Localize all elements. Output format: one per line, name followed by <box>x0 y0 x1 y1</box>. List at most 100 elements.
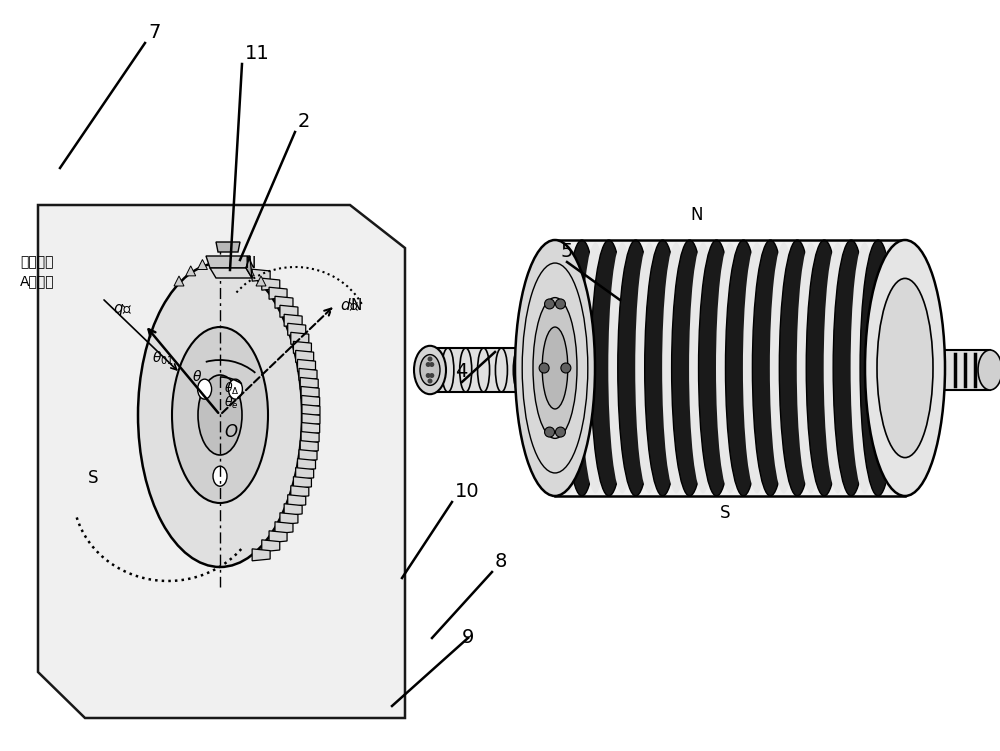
Polygon shape <box>284 314 302 326</box>
Ellipse shape <box>887 240 923 496</box>
Ellipse shape <box>198 379 212 399</box>
Circle shape <box>429 362 434 367</box>
Ellipse shape <box>779 240 815 496</box>
Polygon shape <box>280 305 298 317</box>
Ellipse shape <box>213 466 227 486</box>
Polygon shape <box>299 450 317 462</box>
Circle shape <box>429 373 434 378</box>
Polygon shape <box>252 269 270 281</box>
Text: 7: 7 <box>148 23 160 42</box>
Ellipse shape <box>672 240 708 496</box>
Polygon shape <box>302 423 320 435</box>
Text: N: N <box>350 298 361 313</box>
Text: $\theta_\Delta$: $\theta_\Delta$ <box>224 381 240 397</box>
Polygon shape <box>905 350 942 390</box>
Ellipse shape <box>865 240 945 496</box>
Ellipse shape <box>978 350 1000 390</box>
Ellipse shape <box>645 240 681 496</box>
Text: $\theta_e$: $\theta_e$ <box>224 395 239 411</box>
Polygon shape <box>280 513 298 525</box>
Ellipse shape <box>198 375 242 455</box>
Text: 4: 4 <box>455 362 467 381</box>
Text: 11: 11 <box>245 44 270 63</box>
Polygon shape <box>262 278 280 290</box>
Ellipse shape <box>806 240 842 496</box>
Ellipse shape <box>635 243 663 493</box>
Circle shape <box>561 363 571 373</box>
Ellipse shape <box>172 327 268 503</box>
Ellipse shape <box>752 240 788 496</box>
Ellipse shape <box>725 240 761 496</box>
Polygon shape <box>209 256 219 267</box>
Ellipse shape <box>770 243 798 493</box>
Polygon shape <box>197 260 207 270</box>
Text: $d$轴: $d$轴 <box>340 297 360 313</box>
Polygon shape <box>298 360 316 371</box>
Polygon shape <box>300 378 318 390</box>
Ellipse shape <box>537 240 573 496</box>
Polygon shape <box>296 351 314 362</box>
Ellipse shape <box>699 240 735 496</box>
Polygon shape <box>291 486 309 498</box>
Ellipse shape <box>554 243 582 493</box>
Polygon shape <box>246 256 252 278</box>
Ellipse shape <box>860 240 896 496</box>
Polygon shape <box>301 432 319 444</box>
Polygon shape <box>293 477 311 489</box>
Circle shape <box>426 362 431 367</box>
Text: $q$轴: $q$轴 <box>113 302 133 318</box>
Polygon shape <box>221 256 231 267</box>
Polygon shape <box>296 468 314 480</box>
Polygon shape <box>301 387 319 399</box>
Ellipse shape <box>533 297 577 439</box>
Text: $\theta_{01}$: $\theta_{01}$ <box>152 350 174 367</box>
Polygon shape <box>293 342 311 353</box>
Text: 5: 5 <box>560 242 572 261</box>
Ellipse shape <box>877 279 933 457</box>
Circle shape <box>428 379 432 384</box>
Text: 2: 2 <box>298 112 310 131</box>
Circle shape <box>428 357 432 361</box>
Ellipse shape <box>689 243 717 493</box>
Text: N: N <box>690 206 702 224</box>
Text: $\theta$: $\theta$ <box>192 369 202 384</box>
Polygon shape <box>174 276 184 286</box>
Ellipse shape <box>138 263 302 567</box>
Polygon shape <box>186 266 196 276</box>
Polygon shape <box>302 405 320 417</box>
Text: 9: 9 <box>462 628 474 647</box>
Polygon shape <box>284 504 302 516</box>
Circle shape <box>426 373 431 378</box>
Ellipse shape <box>797 243 825 493</box>
Polygon shape <box>430 348 555 392</box>
Circle shape <box>545 299 555 309</box>
Text: S: S <box>720 504 730 522</box>
Text: N: N <box>245 256 256 271</box>
Circle shape <box>555 427 565 437</box>
Polygon shape <box>288 324 306 335</box>
Ellipse shape <box>851 243 879 493</box>
Ellipse shape <box>581 243 609 493</box>
Ellipse shape <box>618 240 654 496</box>
Ellipse shape <box>591 240 627 496</box>
Ellipse shape <box>608 243 636 493</box>
Polygon shape <box>262 540 280 552</box>
Polygon shape <box>291 333 309 344</box>
Circle shape <box>545 427 555 437</box>
Text: 8: 8 <box>495 552 507 571</box>
Polygon shape <box>302 414 320 426</box>
Polygon shape <box>905 350 990 390</box>
Ellipse shape <box>564 240 600 496</box>
Polygon shape <box>210 268 252 278</box>
Ellipse shape <box>878 243 906 493</box>
Polygon shape <box>269 531 287 543</box>
Circle shape <box>555 299 565 309</box>
Ellipse shape <box>716 243 744 493</box>
Polygon shape <box>233 260 243 270</box>
Polygon shape <box>300 441 318 453</box>
Polygon shape <box>302 396 320 408</box>
Ellipse shape <box>662 243 690 493</box>
Ellipse shape <box>833 240 869 496</box>
Ellipse shape <box>542 327 568 409</box>
Polygon shape <box>256 276 266 286</box>
